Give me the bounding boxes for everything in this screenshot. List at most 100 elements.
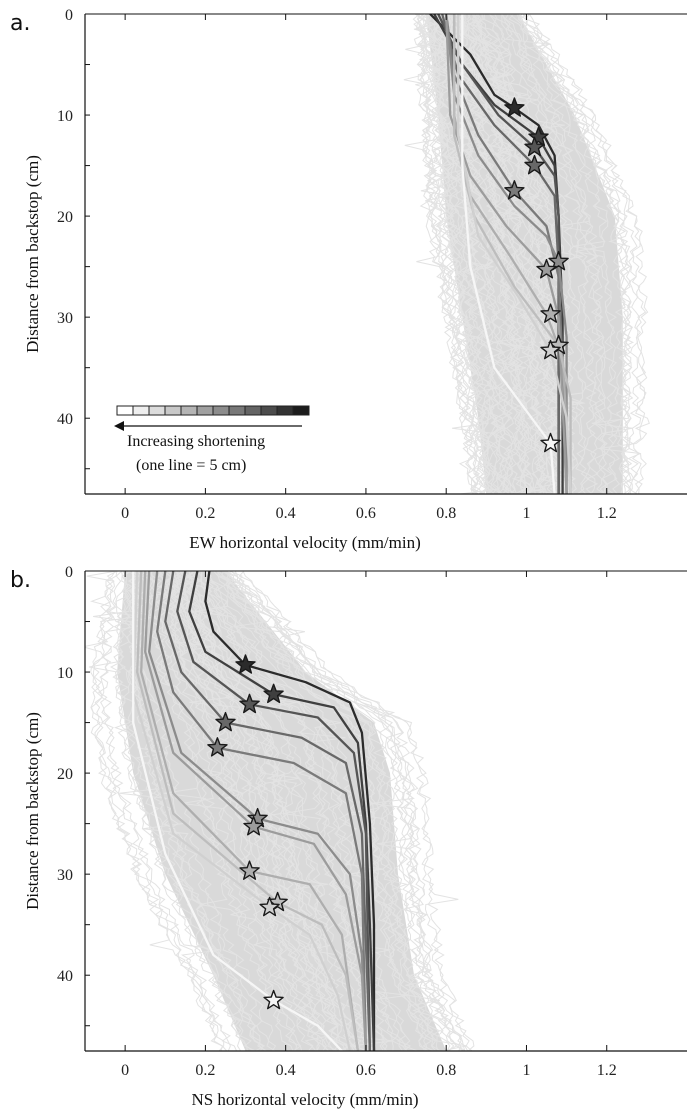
panel-label: b.	[10, 568, 31, 593]
background-trace	[166, 571, 335, 1051]
series-star-marker-2	[263, 683, 284, 704]
x-tick-label: 0.4	[276, 505, 296, 522]
y-tick-label: 30	[57, 310, 73, 327]
background-trace	[412, 14, 479, 494]
y-tick-label: 40	[57, 411, 73, 428]
series-star-marker-5	[504, 180, 525, 200]
series-line-6	[148, 571, 368, 1051]
background-trace	[86, 571, 231, 1051]
legend-label-line2: (one line = 5 cm)	[136, 457, 246, 474]
series-star-marker-3	[239, 693, 260, 714]
background-trace	[226, 571, 439, 1051]
background-trace	[221, 571, 468, 1051]
background-trace	[488, 14, 588, 494]
background-trace	[417, 14, 497, 494]
background-trace	[415, 14, 504, 494]
series-star-marker-2	[528, 126, 549, 147]
background-trace	[174, 571, 390, 1051]
background-trace	[100, 571, 238, 1051]
y-tick-label: 20	[57, 766, 73, 783]
series-star-marker-7	[536, 259, 557, 279]
background-trace	[225, 571, 464, 1051]
legend-swatch	[260, 405, 278, 416]
series-line-1	[204, 571, 376, 1051]
y-tick-label: 10	[57, 108, 73, 125]
y-tick-label: 10	[57, 665, 73, 682]
background-trace	[176, 571, 393, 1051]
y-tick-label: 20	[57, 209, 73, 226]
series-line-5	[156, 571, 368, 1051]
series-star-marker-1	[235, 654, 256, 674]
series-star-marker-5	[207, 737, 228, 757]
x-tick-label: 0.4	[276, 1062, 296, 1079]
x-tick-label: 0.2	[195, 1062, 215, 1079]
x-tick-label: 0.6	[356, 1062, 376, 1079]
series-line-2	[188, 571, 376, 1051]
y-axis-label: Distance from backstop (cm)	[23, 155, 42, 353]
series-star-marker-3	[524, 136, 545, 157]
x-tick-label: 1.2	[597, 1062, 617, 1079]
background-trace	[179, 571, 367, 1051]
background-trace	[127, 571, 266, 1051]
panel-a: 0 0.2 0.4 0.6 0.8 1 1.2 0 10 20 30 40 EW horizontal …	[10, 7, 687, 552]
background-trace	[88, 571, 249, 1051]
background-trace	[125, 571, 264, 1051]
series-line-7	[445, 14, 568, 494]
background-trace	[509, 14, 621, 494]
background-trace	[508, 14, 627, 494]
background-trace	[456, 14, 542, 494]
series-star-marker-7	[243, 816, 264, 836]
background-trace	[516, 14, 632, 494]
legend-swatch	[244, 405, 262, 416]
series-line-7	[144, 571, 368, 1051]
series-line-4	[441, 14, 560, 494]
y-tick-label: 30	[57, 867, 73, 884]
legend-swatch	[132, 405, 150, 416]
x-tick-label: 0.8	[436, 1062, 456, 1079]
background-trace	[462, 14, 546, 494]
series-star-marker-6	[548, 250, 569, 271]
background-trace	[446, 14, 518, 494]
series-star-marker-4	[215, 711, 236, 732]
series-line-11	[132, 571, 343, 1051]
legend-swatch	[164, 405, 182, 416]
y-axis-label: Distance from backstop (cm)	[23, 712, 42, 910]
background-trace	[528, 14, 650, 494]
series-line-11	[461, 14, 556, 494]
background-trace	[501, 14, 613, 494]
panel-b: 0 0.2 0.4 0.6 0.8 1 1.2 0 10 20 30 40 NS horizontal …	[10, 564, 687, 1109]
background-trace	[450, 14, 534, 494]
panel-label: a.	[10, 11, 30, 36]
series-line-3	[176, 571, 372, 1051]
x-tick-label: 0.6	[356, 505, 376, 522]
background-trace	[238, 571, 473, 1051]
legend-swatch	[212, 405, 230, 416]
series-star-marker-11	[263, 989, 284, 1010]
background-trace	[180, 571, 359, 1051]
legend-swatch	[180, 405, 198, 416]
x-tick-label: 0	[121, 505, 129, 522]
background-trace	[137, 571, 277, 1051]
background-trace	[417, 14, 481, 494]
x-axis-label: NS horizontal velocity (mm/min)	[191, 1090, 418, 1109]
background-trace	[413, 14, 480, 494]
background-trace	[234, 571, 466, 1051]
legend-label-line1: Increasing shortening	[127, 433, 265, 450]
background-trace	[471, 14, 586, 494]
background-trace	[467, 14, 554, 494]
background-trace	[449, 14, 531, 494]
x-axis-label: EW horizontal velocity (mm/min)	[189, 533, 421, 552]
background-trace	[90, 571, 228, 1051]
background-trace	[221, 571, 435, 1051]
series-star-marker-4	[524, 154, 545, 175]
background-trace	[154, 571, 322, 1051]
legend-swatch	[116, 405, 134, 416]
background-trace	[159, 571, 329, 1051]
series-line-10	[457, 14, 572, 494]
series-star-marker-10	[540, 339, 561, 360]
series-line-9	[453, 14, 572, 494]
legend-swatch	[148, 405, 166, 416]
background-trace	[179, 571, 361, 1051]
background-trace	[519, 14, 634, 494]
